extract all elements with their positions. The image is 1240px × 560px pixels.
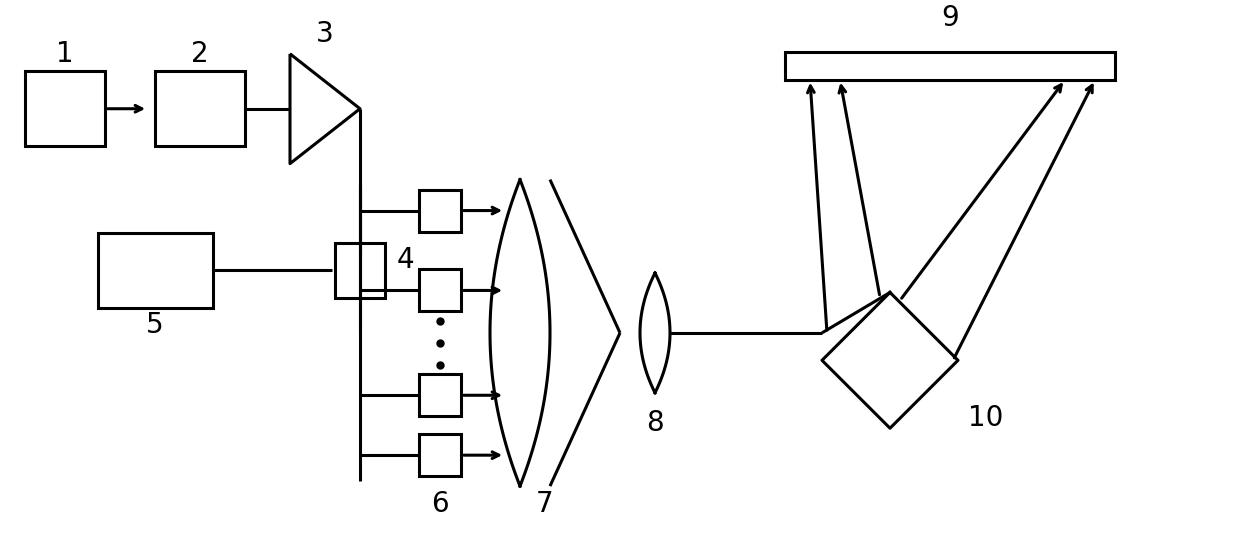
Text: 3: 3 <box>316 20 334 48</box>
Bar <box>419 190 461 231</box>
Text: 2: 2 <box>191 40 208 68</box>
Text: 8: 8 <box>646 409 663 437</box>
Bar <box>335 243 384 298</box>
Bar <box>419 434 461 476</box>
Bar <box>785 52 1115 80</box>
Text: 10: 10 <box>968 404 1003 432</box>
Bar <box>155 71 246 146</box>
Bar <box>25 71 105 146</box>
Text: 5: 5 <box>146 311 164 339</box>
Text: 7: 7 <box>536 490 554 518</box>
Bar <box>98 233 212 308</box>
Text: 1: 1 <box>56 40 74 68</box>
Text: 6: 6 <box>432 490 449 518</box>
Text: 9: 9 <box>941 4 959 32</box>
Bar <box>419 269 461 311</box>
Bar <box>419 374 461 416</box>
Text: 4: 4 <box>397 246 414 274</box>
